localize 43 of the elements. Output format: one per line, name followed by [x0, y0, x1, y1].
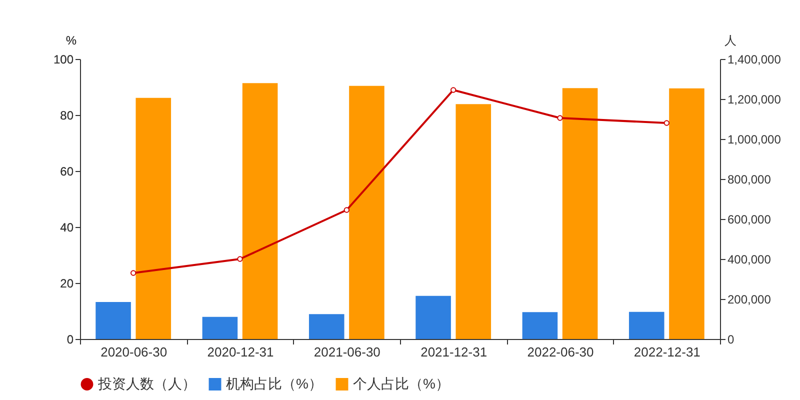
point — [450, 87, 456, 93]
y-tick-label: 0 — [66, 332, 74, 346]
legend-label: 投资人数（人） — [97, 375, 196, 392]
y2-tick-label: 600,000 — [728, 212, 772, 226]
bar — [416, 296, 451, 339]
x-tick-label: 2022-06-30 — [527, 344, 594, 360]
y2-axis-title: 人 — [724, 34, 736, 48]
bar — [202, 316, 238, 339]
legend-label: 机构占比（%） — [226, 375, 322, 392]
bar — [349, 86, 384, 339]
y2-tick-label: 0 — [728, 332, 734, 346]
point — [664, 120, 670, 126]
x-tick-label: 2021-12-31 — [420, 344, 488, 360]
y2-tick-label: 1,000,000 — [728, 132, 782, 146]
y-tick-label: 40 — [60, 220, 74, 234]
point — [344, 207, 350, 213]
point — [130, 270, 136, 276]
bar — [96, 302, 131, 339]
y-tick-label: 100 — [53, 52, 74, 66]
y2-tick-label: 1,200,000 — [728, 92, 782, 106]
x-tick-label: 2022-12-31 — [634, 344, 700, 360]
bar — [308, 314, 344, 339]
bar — [628, 312, 664, 339]
x-tick-label: 2020-12-31 — [207, 344, 274, 360]
y2-tick-label: 400,000 — [728, 252, 772, 266]
y-axis-title: % — [66, 34, 77, 48]
y-tick-label: 80 — [60, 108, 74, 122]
bar — [522, 312, 558, 339]
point — [237, 256, 243, 262]
y2-tick-label: 800,000 — [728, 172, 772, 186]
bar — [242, 83, 278, 339]
y-tick-label: 20 — [60, 276, 74, 290]
bar — [562, 88, 598, 339]
bar — [669, 88, 704, 339]
y-tick-label: 60 — [60, 164, 74, 178]
legend-label: 个人占比（%） — [353, 375, 450, 392]
point — [557, 115, 563, 121]
bar — [136, 98, 172, 339]
bar — [456, 104, 492, 339]
y2-tick-label: 200,000 — [728, 292, 772, 306]
x-tick-label: 2020-06-30 — [100, 344, 168, 360]
x-tick-label: 2021-06-30 — [314, 344, 380, 360]
y2-tick-label: 1,400,000 — [728, 52, 782, 66]
